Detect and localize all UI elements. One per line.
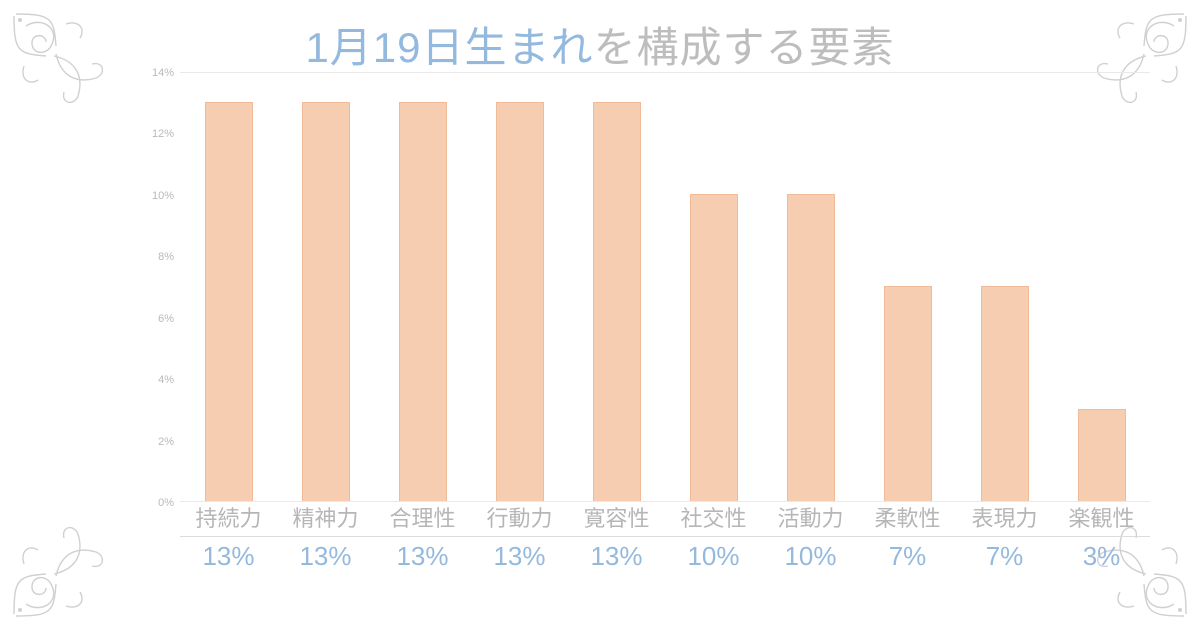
category-label: 精神力 [277, 506, 374, 532]
x-label-cell: 行動力 13% [471, 502, 568, 575]
category-label: 表現力 [956, 506, 1053, 532]
category-label: 寛容性 [568, 506, 665, 532]
bar-cell [374, 73, 471, 501]
category-label: 楽観性 [1053, 506, 1150, 532]
x-label-cell: 精神力 13% [277, 502, 374, 575]
x-label-cell: 合理性 13% [374, 502, 471, 575]
separator-line [180, 536, 1150, 537]
x-label-cell: 表現力 7% [956, 502, 1053, 575]
x-label-cell: 柔軟性 7% [859, 502, 956, 575]
category-label: 活動力 [762, 506, 859, 532]
title-highlight: 1月19日生まれ [305, 24, 593, 71]
value-label: 7% [859, 538, 956, 574]
bar [399, 102, 447, 501]
y-tick-label: 2% [140, 436, 174, 448]
bars-container [180, 73, 1150, 501]
y-tick-label: 8% [140, 251, 174, 263]
bar [302, 102, 350, 501]
value-label: 13% [277, 538, 374, 574]
y-tick-label: 10% [140, 190, 174, 202]
bar [787, 194, 835, 501]
category-label: 社交性 [665, 506, 762, 532]
bar-cell [277, 73, 374, 501]
x-label-cell: 楽観性 3% [1053, 502, 1150, 575]
x-axis-labels: 持続力13%精神力13%合理性13%行動力13%寛容性13%社交性10%活動力1… [180, 502, 1150, 575]
bar-cell [665, 73, 762, 501]
value-label: 13% [471, 538, 568, 574]
y-tick-label: 6% [140, 313, 174, 325]
plot-area: 0%2%4%6%8%10%12%14% [180, 72, 1150, 502]
value-label: 13% [180, 538, 277, 574]
y-tick-label: 0% [140, 497, 174, 509]
title-rest: を構成する要素 [594, 24, 895, 71]
category-label: 持続力 [180, 506, 277, 532]
y-tick-label: 12% [140, 128, 174, 140]
ornament-corner-icon [6, 504, 126, 624]
bar-cell [180, 73, 277, 501]
bar [884, 286, 932, 501]
bar [690, 194, 738, 501]
value-label: 3% [1053, 538, 1150, 574]
value-label: 7% [956, 538, 1053, 574]
y-tick-label: 14% [140, 67, 174, 79]
bar [981, 286, 1029, 501]
bar-cell [1053, 73, 1150, 501]
bar [593, 102, 641, 501]
value-label: 13% [568, 538, 665, 574]
bar [205, 102, 253, 501]
bar-cell [762, 73, 859, 501]
x-label-cell: 社交性 10% [665, 502, 762, 575]
page: 1月19日生まれを構成する要素 0%2%4%6%8%10%12%14% 持続力1… [0, 0, 1200, 630]
bar [496, 102, 544, 501]
category-label: 合理性 [374, 506, 471, 532]
page-title: 1月19日生まれを構成する要素 [0, 14, 1200, 75]
value-label: 13% [374, 538, 471, 574]
bar-cell [471, 73, 568, 501]
y-tick-label: 4% [140, 374, 174, 386]
value-label: 10% [762, 538, 859, 574]
category-label: 行動力 [471, 506, 568, 532]
x-label-cell: 寛容性 13% [568, 502, 665, 575]
category-label: 柔軟性 [859, 506, 956, 532]
bar-cell [956, 73, 1053, 501]
bar-chart: 0%2%4%6%8%10%12%14% 持続力13%精神力13%合理性13%行動… [140, 72, 1150, 542]
x-label-cell: 活動力 10% [762, 502, 859, 575]
bar [1078, 409, 1126, 501]
value-label: 10% [665, 538, 762, 574]
x-label-cell: 持続力 13% [180, 502, 277, 575]
bar-cell [568, 73, 665, 501]
bar-cell [859, 73, 956, 501]
